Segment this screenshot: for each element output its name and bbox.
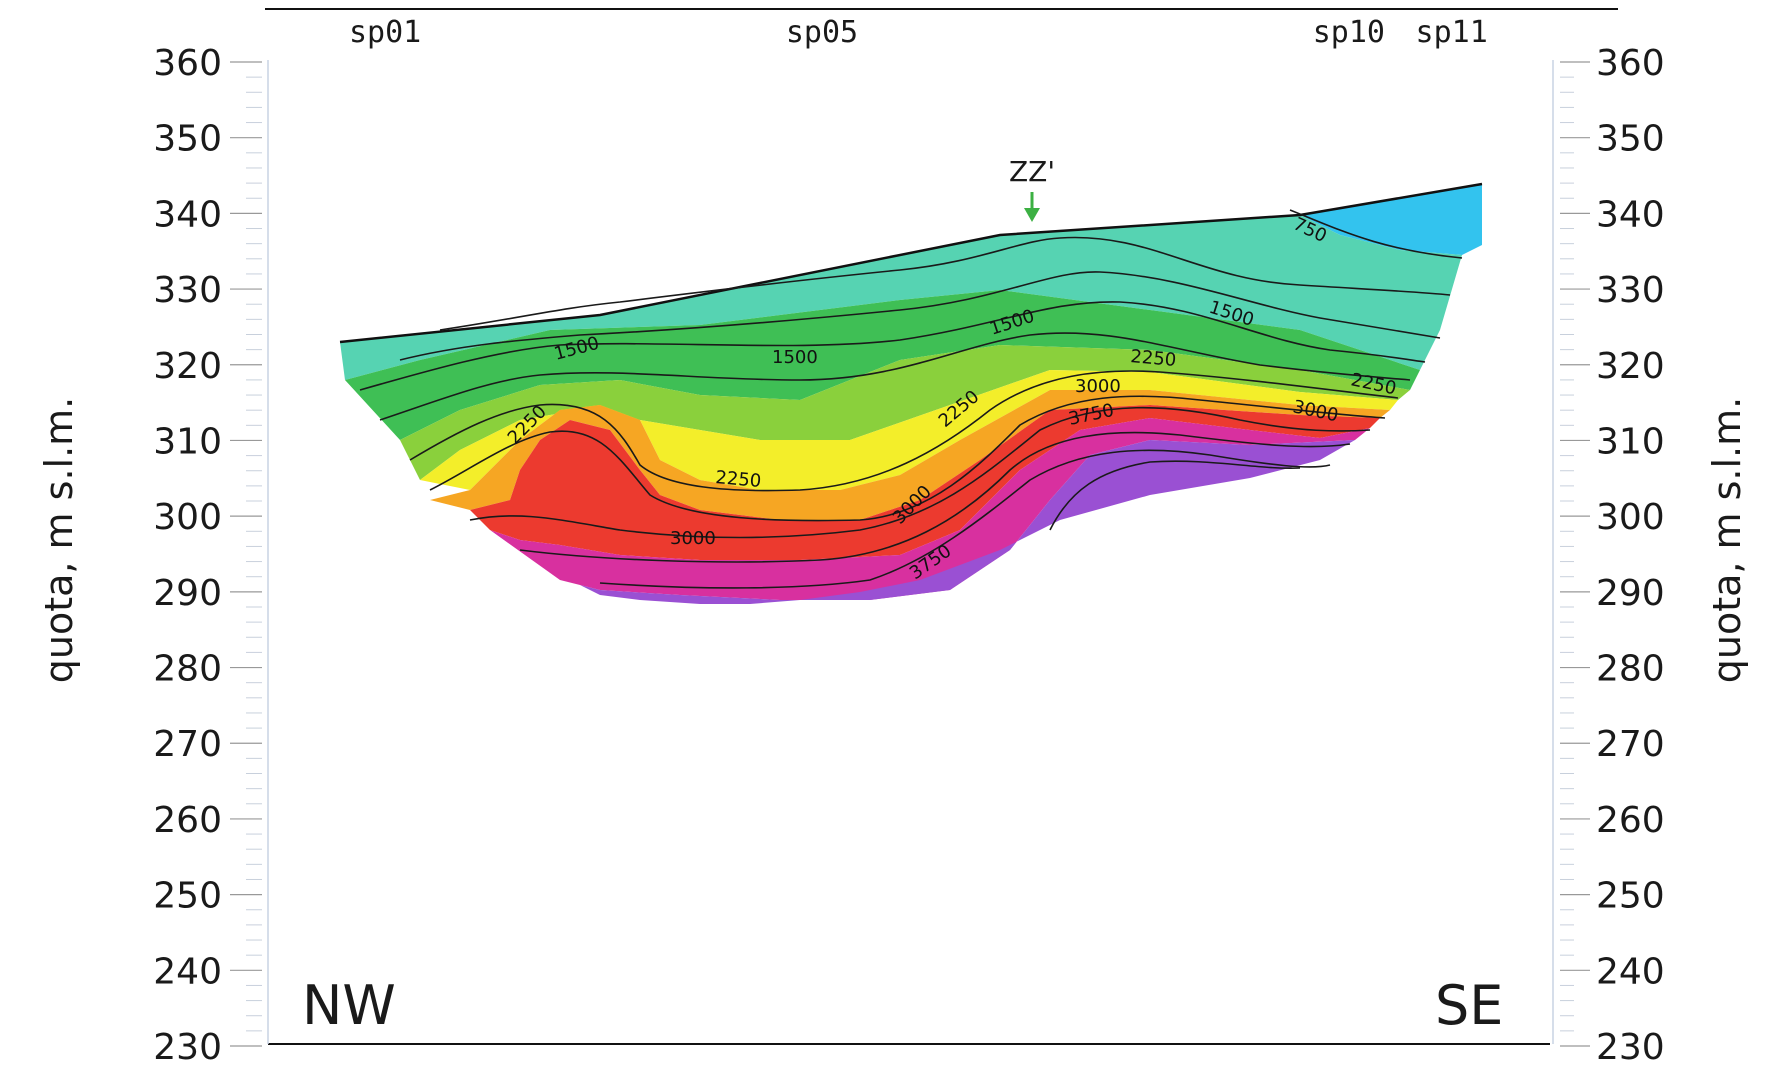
contour-1 bbox=[439, 236, 1451, 331]
right-tick-label: 360 bbox=[1596, 43, 1665, 84]
right-tick-label: 290 bbox=[1596, 573, 1665, 614]
ground-surface-line bbox=[339, 182, 1483, 344]
station-label-sp11: sp11 bbox=[1416, 15, 1488, 50]
right-tick-label: 250 bbox=[1596, 876, 1665, 917]
left-tick-label: 350 bbox=[153, 119, 222, 160]
contour-3000 bbox=[469, 406, 1371, 539]
contour-label: 3000 bbox=[1075, 376, 1121, 397]
station-labels: sp01 sp05 sp10 sp11 bbox=[349, 15, 1488, 50]
zone-cyan-blue bbox=[1300, 184, 1482, 255]
right-tick-label: 280 bbox=[1596, 649, 1665, 690]
left-tick-label: 360 bbox=[153, 43, 222, 84]
left-tick-label: 300 bbox=[153, 497, 222, 538]
contour-label: 2250 bbox=[1130, 346, 1177, 371]
left-tick-label: 250 bbox=[153, 876, 222, 917]
left-tick-label: 270 bbox=[153, 724, 222, 765]
zone-teal bbox=[340, 215, 1462, 380]
station-label-sp05: sp05 bbox=[786, 15, 858, 50]
velocity-field bbox=[340, 184, 1482, 604]
right-tick-label: 340 bbox=[1596, 194, 1665, 235]
contour-label: 2250 bbox=[715, 467, 762, 492]
left-tick-label: 310 bbox=[153, 421, 222, 462]
right-tick-label: 300 bbox=[1596, 497, 1665, 538]
contour-3750 bbox=[599, 449, 1331, 589]
zz-marker-label: ZZ' bbox=[1009, 155, 1055, 188]
zone-orange bbox=[430, 390, 1390, 520]
zone-purple bbox=[580, 440, 1355, 604]
left-tick-label: 320 bbox=[153, 346, 222, 387]
contour-6 bbox=[1049, 460, 1301, 531]
right-tick-label: 310 bbox=[1596, 421, 1665, 462]
left-tick-label: 230 bbox=[153, 1027, 222, 1068]
left-tick-label: 260 bbox=[153, 800, 222, 841]
zz-marker-arrow-head bbox=[1024, 208, 1040, 222]
right-tick-label: 320 bbox=[1596, 346, 1665, 387]
left-tick-label: 290 bbox=[153, 573, 222, 614]
contour-label: 3000 bbox=[670, 528, 716, 549]
left-tick-label: 280 bbox=[153, 649, 222, 690]
zone-lightgreen bbox=[400, 345, 1410, 480]
right-tick-label: 350 bbox=[1596, 119, 1665, 160]
left-tick-label: 340 bbox=[153, 194, 222, 235]
zone-red bbox=[470, 405, 1380, 560]
contour-2 bbox=[399, 271, 1441, 361]
left-tick-label: 240 bbox=[153, 951, 222, 992]
left-tick-label: 330 bbox=[153, 270, 222, 311]
contour-4 bbox=[429, 395, 1386, 522]
direction-label-se: SE bbox=[1435, 974, 1503, 1037]
contour-5 bbox=[519, 431, 1351, 563]
right-tick-label: 270 bbox=[1596, 724, 1665, 765]
contour-1500 bbox=[359, 301, 1426, 391]
zz-marker: ZZ' bbox=[1009, 155, 1055, 222]
station-label-sp01: sp01 bbox=[349, 15, 421, 50]
left-axis-title: quota, m s.l.m. bbox=[37, 397, 81, 684]
right-axis-title: quota, m s.l.m. bbox=[1705, 397, 1749, 684]
contour-750 bbox=[1289, 209, 1463, 259]
zone-yellow bbox=[420, 370, 1398, 490]
left-y-axis: 360 350 340 330 320 310 300 290 280 270 260 250 240 2… bbox=[153, 43, 262, 1068]
contour-3 bbox=[379, 332, 1411, 421]
contour-label: 1500 bbox=[772, 347, 818, 368]
right-tick-label: 260 bbox=[1596, 800, 1665, 841]
right-tick-label: 240 bbox=[1596, 951, 1665, 992]
zone-magenta bbox=[490, 418, 1370, 600]
contour-lines bbox=[359, 209, 1463, 589]
right-tick-label: 230 bbox=[1596, 1027, 1665, 1068]
contour-2250 bbox=[409, 370, 1399, 492]
right-y-axis: 360 350 340 330 320 310 300 290 280 270 260 250 240 2… bbox=[1560, 43, 1665, 1068]
direction-label-nw: NW bbox=[302, 974, 396, 1037]
zone-green bbox=[345, 290, 1420, 440]
right-tick-label: 330 bbox=[1596, 270, 1665, 311]
station-label-sp10: sp10 bbox=[1313, 15, 1385, 50]
